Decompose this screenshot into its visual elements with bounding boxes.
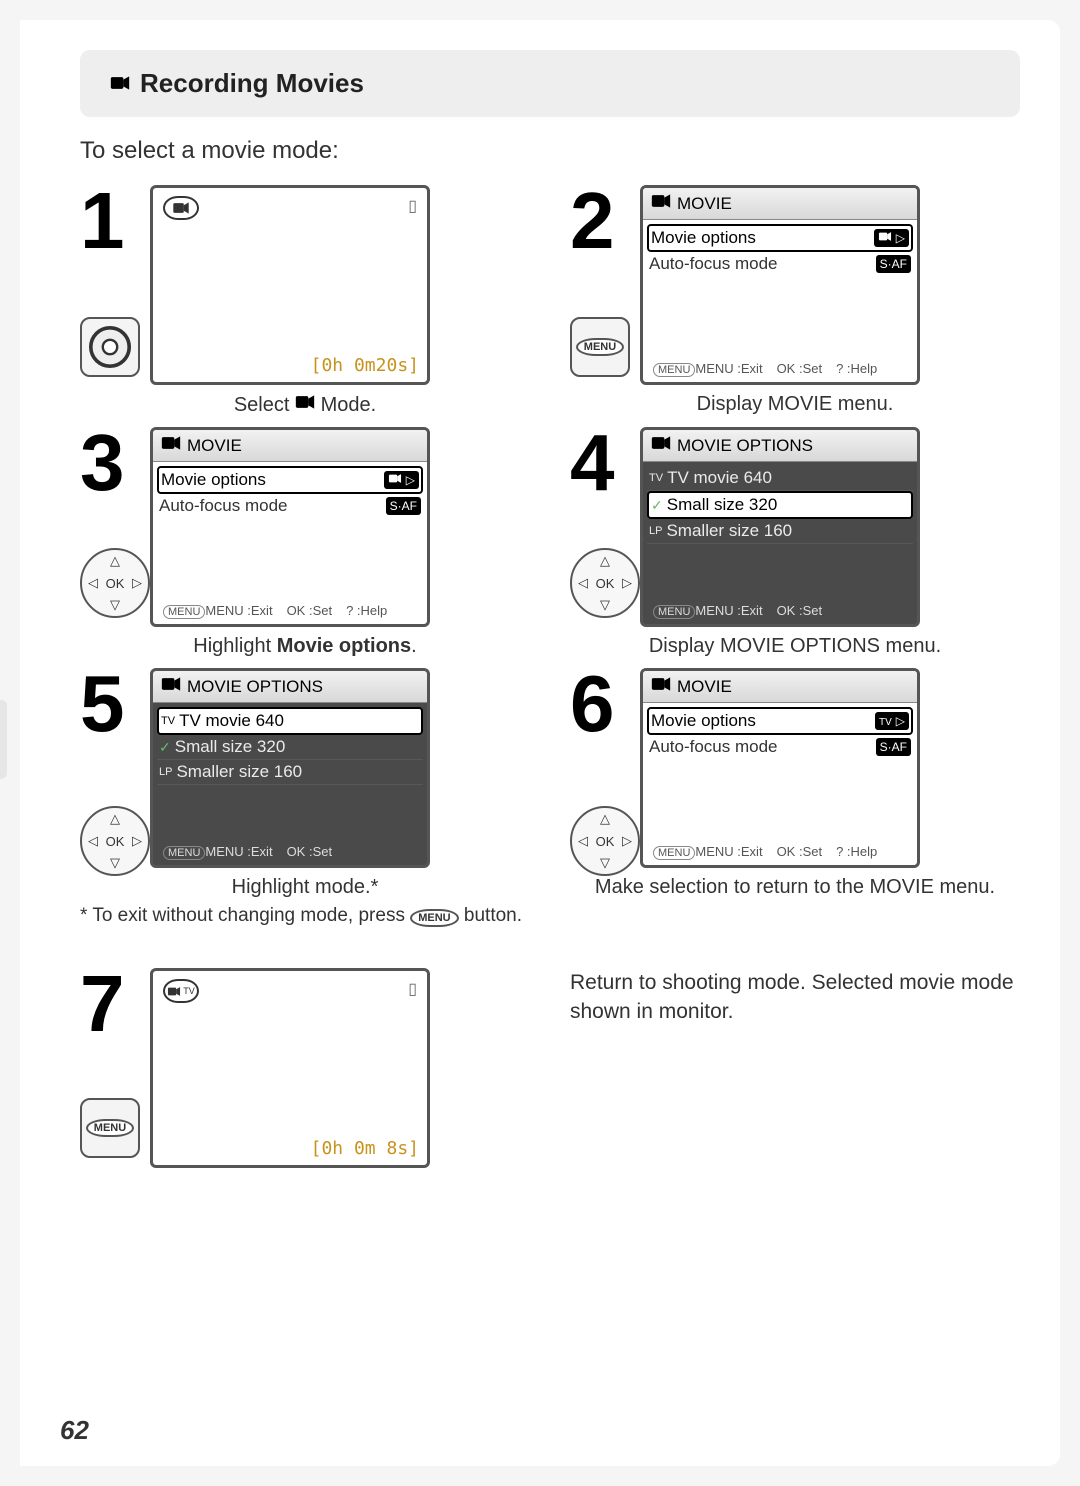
step-3: 3 MOVIE Movie options Auto-focus mode S·… [80, 427, 530, 658]
movie-icon [110, 68, 130, 99]
menu-item-movie-options[interactable]: Movie options TV [647, 707, 913, 735]
step-number: 6 [570, 668, 640, 740]
side-tab-movies: Movies [0, 700, 7, 779]
step-caption: Display MOVIE OPTIONS menu. [570, 635, 1020, 658]
step-number: 3 [80, 427, 150, 499]
step-number: 7 [80, 968, 150, 1040]
option-tv-640[interactable]: TVTV movie 640 [647, 466, 913, 491]
menu-item-autofocus[interactable]: Auto-focus mode S·AF [157, 494, 423, 519]
header-box: Recording Movies [80, 50, 1020, 117]
step-4: 4 MOVIE OPTIONS TVTV movie 640 Small siz… [570, 427, 1020, 658]
memory-icon: ▯ [408, 196, 417, 216]
mode-dial-illustration [80, 317, 140, 377]
step-6: 6 MOVIE Movie options TV Auto-focus mode… [570, 668, 1020, 958]
step-number: 4 [570, 427, 640, 499]
lcd-menu-movie: MOVIE Movie options TV Auto-focus mode S… [640, 668, 920, 868]
menu-button-illustration: MENU [80, 1098, 140, 1158]
step-number: 1 [80, 185, 150, 257]
menu-button: MENU [576, 338, 624, 356]
lcd-menu-movie: MOVIE Movie options Auto-focus mode S·AF [640, 185, 920, 385]
time-counter: [0h 0m20s] [311, 355, 419, 376]
lcd-menu-options: MOVIE OPTIONS TVTV movie 640 Small size … [150, 668, 430, 868]
step-footnote: * To exit without changing mode, press M… [80, 905, 530, 927]
step-7-description: Return to shooting mode. Selected movie … [570, 968, 1020, 1027]
step-5: 5 MOVIE OPTIONS TVTV movie 640 Small siz… [80, 668, 530, 958]
menu-item-autofocus[interactable]: Auto-focus mode S·AF [647, 252, 913, 277]
step-number: 5 [80, 668, 150, 740]
step-caption: Display MOVIE menu. [570, 393, 1020, 416]
menu-item-autofocus[interactable]: Auto-focus mode S·AF [647, 735, 913, 760]
step-number: 2 [570, 185, 640, 257]
option-smaller-160[interactable]: LPSmaller size 160 [647, 519, 913, 544]
menu-item-movie-options[interactable]: Movie options [647, 224, 913, 252]
lcd-menu-options: MOVIE OPTIONS TVTV movie 640 Small size … [640, 427, 920, 627]
movie-icon [295, 394, 315, 416]
movie-icon [874, 229, 909, 247]
menu-title: MOVIE [643, 188, 917, 220]
movie-mode-icon [163, 196, 199, 220]
step-caption: Highlight Movie options. [80, 635, 530, 658]
movie-tv-mode-icon: TV [163, 979, 199, 1003]
page-frame: Movies Recording Movies To select a movi… [20, 20, 1060, 1466]
dpad-illustration: △ ◁OK▷ ▽ [570, 806, 640, 876]
step-7-text: Return to shooting mode. Selected movie … [570, 968, 1020, 1198]
dpad-illustration: △ ◁OK▷ ▽ [80, 806, 150, 876]
option-small-320[interactable]: Small size 320 [157, 735, 423, 760]
header-title-text: Recording Movies [140, 68, 364, 99]
step-7: 7 TV ▯ [0h 0m 8s] MENU [80, 968, 530, 1198]
menu-item-movie-options[interactable]: Movie options [157, 466, 423, 494]
option-small-320[interactable]: Small size 320 [647, 491, 913, 519]
option-smaller-160[interactable]: LPSmaller size 160 [157, 760, 423, 785]
step-caption: Select Mode. [80, 393, 530, 417]
lcd-viewfinder: TV ▯ [0h 0m 8s] [150, 968, 430, 1168]
lcd-menu-movie: MOVIE Movie options Auto-focus mode S·AF… [150, 427, 430, 627]
step-caption: Highlight mode.* [80, 876, 530, 899]
menu-button: MENU [86, 1119, 134, 1137]
step-caption: Make selection to return to the MOVIE me… [570, 876, 1020, 899]
dpad-illustration: △ ◁OK▷ ▽ [80, 548, 150, 618]
dpad-illustration: △ ◁OK▷ ▽ [570, 548, 640, 618]
steps-grid: 1 ▯ [0h 0m20s] Select Mode. [80, 185, 1020, 1198]
page-number: 62 [60, 1415, 89, 1446]
option-tv-640[interactable]: TVTV movie 640 [157, 707, 423, 735]
lcd-viewfinder: ▯ [0h 0m20s] [150, 185, 430, 385]
menu-button-illustration: MENU [570, 317, 630, 377]
memory-icon: ▯ [408, 979, 417, 999]
time-counter: [0h 0m 8s] [311, 1138, 419, 1159]
page-title: Recording Movies [110, 68, 990, 99]
step-1: 1 ▯ [0h 0m20s] Select Mode. [80, 185, 530, 417]
step-2: 2 MOVIE Movie options Auto-focus mode [570, 185, 1020, 417]
menu-footer: MENUMENU :Exit OK :Set ? :Help [649, 359, 911, 378]
intro-text: To select a movie mode: [80, 137, 1020, 165]
